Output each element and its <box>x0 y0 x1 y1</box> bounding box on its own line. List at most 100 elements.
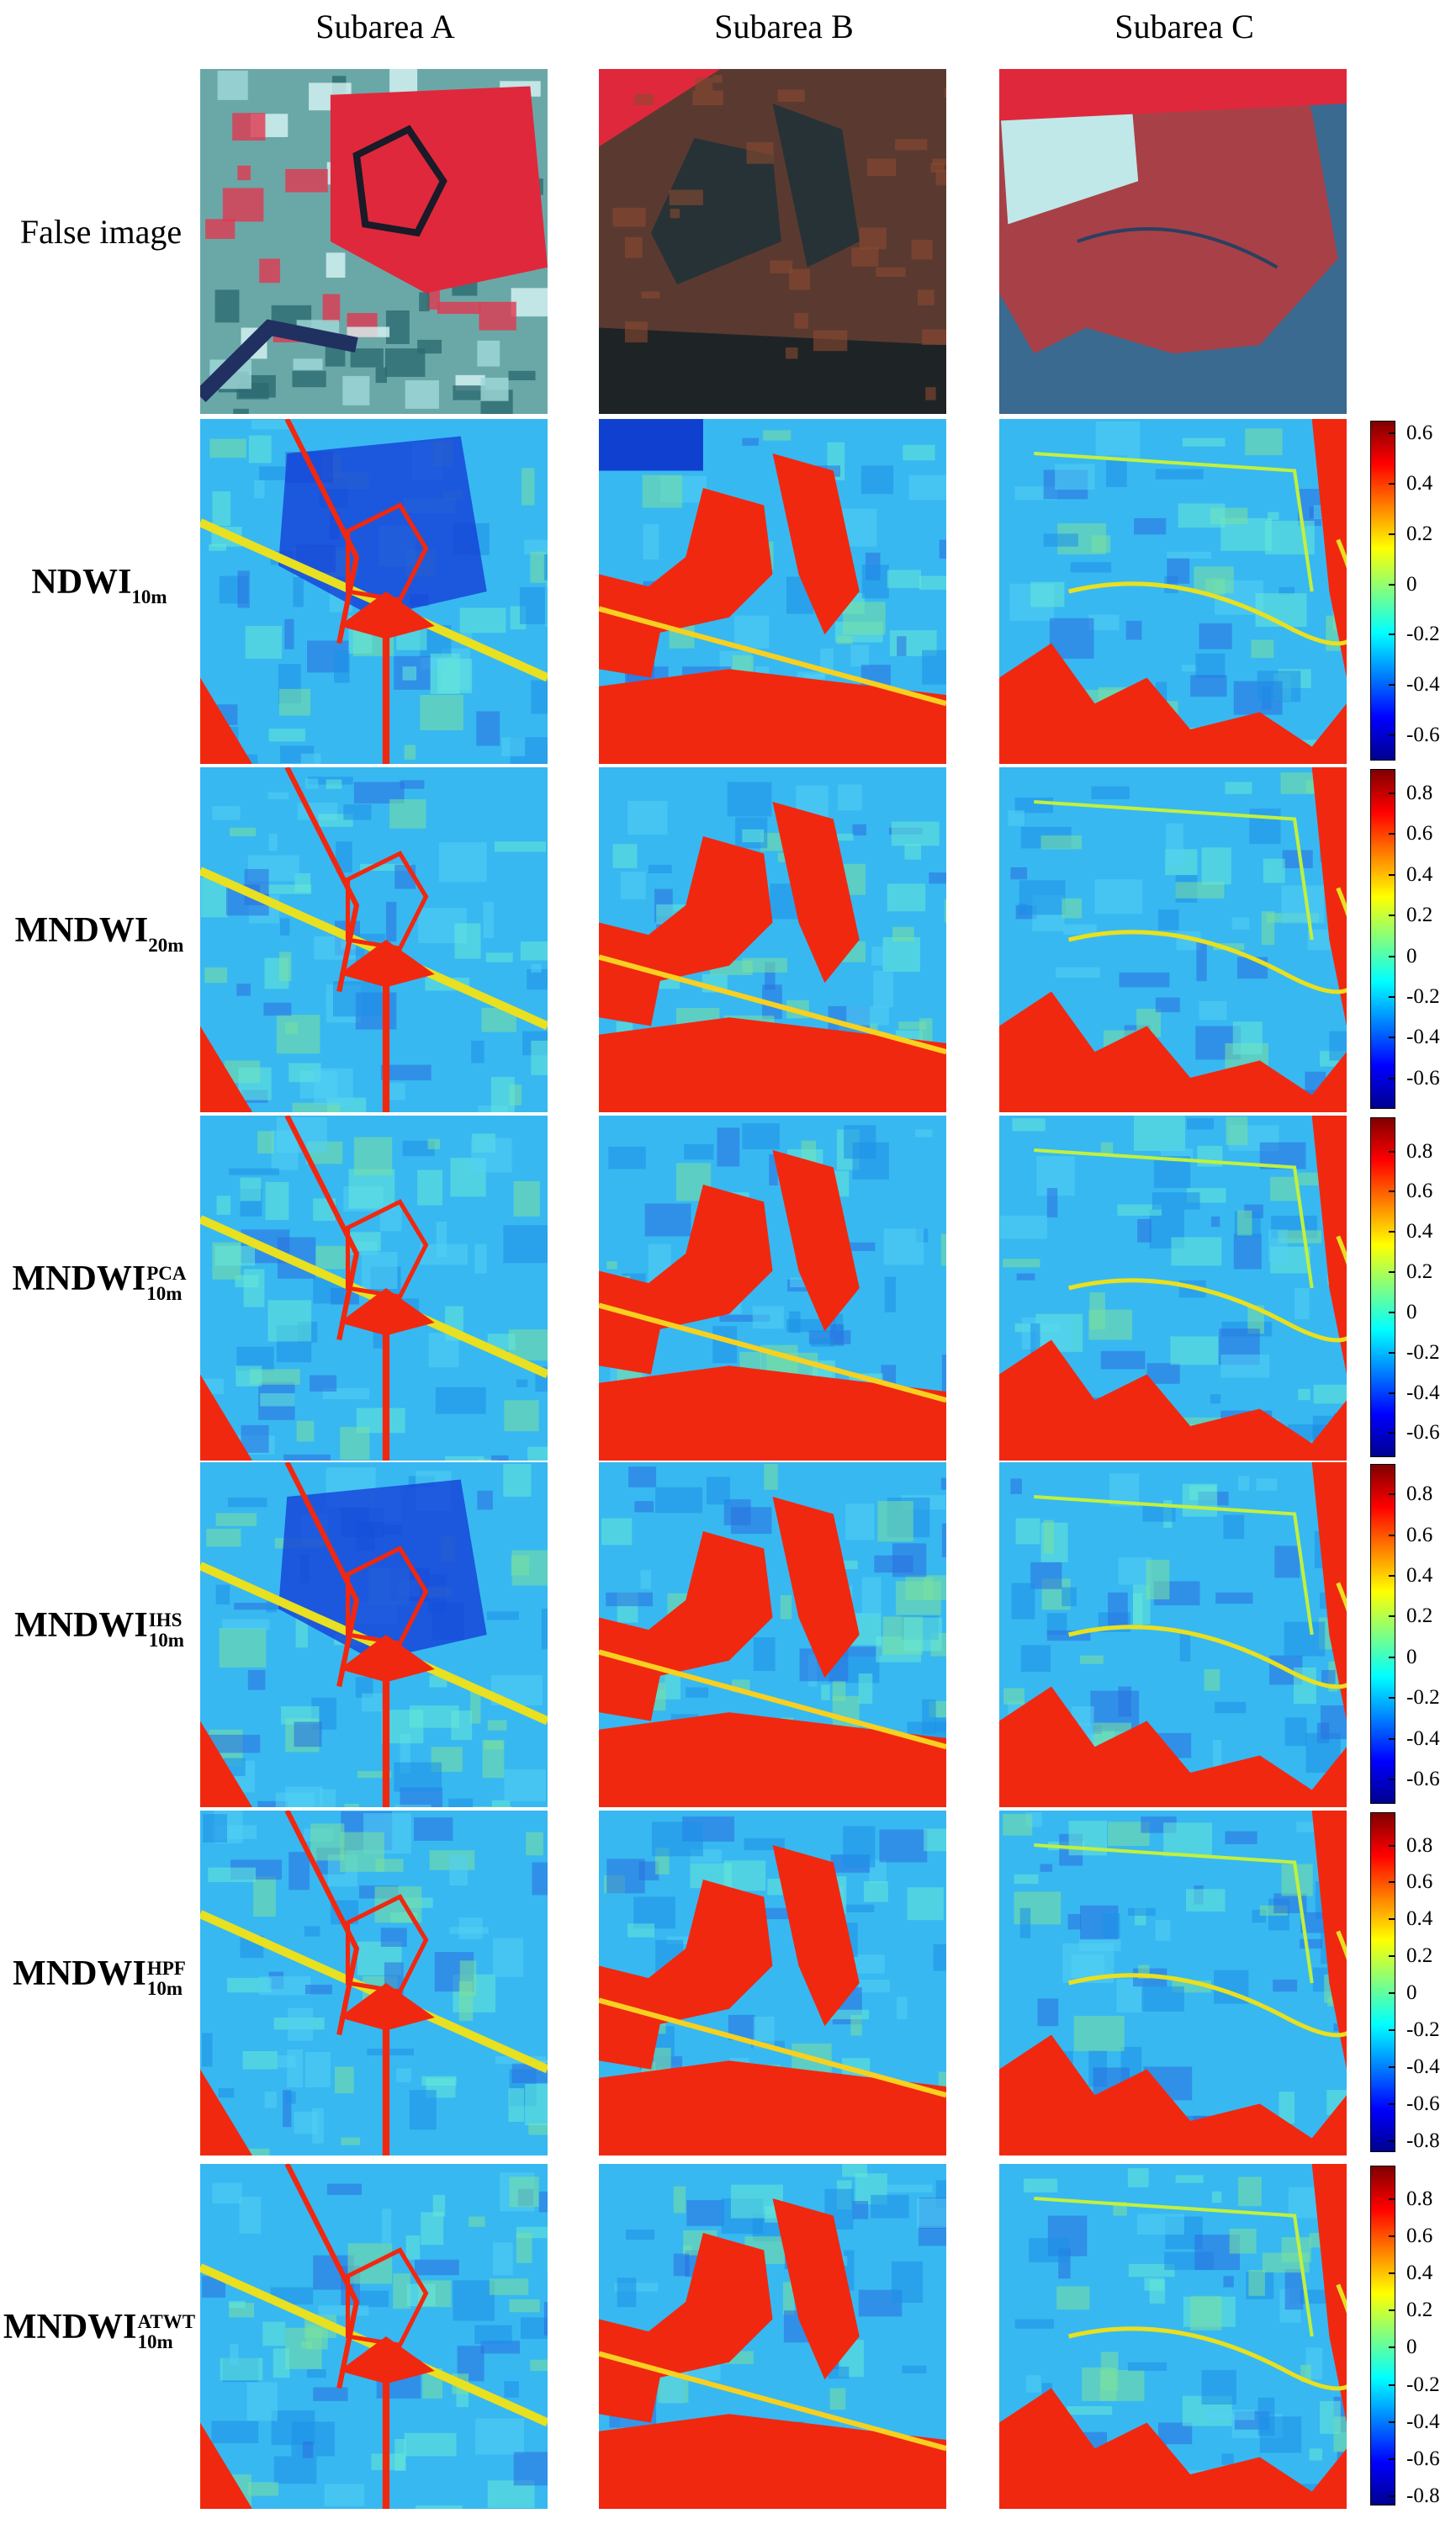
colorbar-tick-label: -0.2 <box>1406 623 1440 646</box>
panel-image <box>999 419 1347 764</box>
colorbar-tick-label: 0 <box>1406 2336 1417 2359</box>
colorbar-mndwi-20m <box>1370 769 1395 1109</box>
panel-image <box>599 767 946 1112</box>
colorbar-tick-mark <box>1389 1844 1395 1847</box>
colorbar-tick-label: 0.6 <box>1406 1870 1433 1894</box>
colorbar-tick-label: 0.2 <box>1406 904 1433 927</box>
panel-image <box>200 419 548 764</box>
row-label-text: False image <box>19 213 183 251</box>
panel-mndwi-atwt-subarea-c <box>999 2164 1347 2509</box>
panel-image <box>999 2164 1347 2509</box>
colorbar-tick-mark <box>1389 2383 1395 2386</box>
panel-image <box>599 1811 946 2155</box>
colorbar-tick-label: 0 <box>1406 1300 1417 1323</box>
colorbar-tick-label: -0.4 <box>1406 673 1440 697</box>
row-label-mndwi-pca: MNDWI PCA 10m <box>0 1258 199 1304</box>
colorbar-tick-mark <box>1389 2029 1395 2032</box>
row-label-text: NDWI <box>31 563 132 602</box>
colorbar-tick-label: 0.2 <box>1406 1604 1433 1628</box>
colorbar-tick-mark <box>1389 873 1395 876</box>
panel-mndwi-atwt-subarea-b <box>599 2164 946 2509</box>
colorbar-tick-mark <box>1389 1311 1395 1313</box>
colorbar-tick-mark <box>1389 1077 1395 1079</box>
panel-false-image-subarea-c <box>999 69 1347 414</box>
colorbar-tick-mark <box>1389 955 1395 957</box>
row-label-superscript: HPF <box>146 1958 186 1979</box>
panel-mndwi-hpf-subarea-b <box>599 1811 946 2155</box>
colorbar-tick-label: -0.6 <box>1406 1066 1440 1090</box>
panel-image <box>200 1116 548 1461</box>
colorbar-tick-mark <box>1389 1271 1395 1274</box>
panel-image <box>599 1462 946 1807</box>
row-label-text: MNDWI <box>14 1606 148 1645</box>
colorbar-tick-label: 0.2 <box>1406 1944 1433 1968</box>
colorbar-tick-label: -0.6 <box>1406 2447 1440 2470</box>
panel-image <box>200 1811 548 2155</box>
panel-ndwi-10m-subarea-c <box>999 419 1347 764</box>
panel-mndwi-hpf-subarea-a <box>200 1811 548 2155</box>
panel-image <box>599 1116 946 1461</box>
colorbar-tick-mark <box>1389 533 1395 535</box>
colorbar-tick-mark <box>1389 1656 1395 1658</box>
colorbar-tick-mark <box>1389 684 1395 687</box>
colorbar-tick-mark <box>1389 2495 1395 2497</box>
panel-mndwi-pca-subarea-a <box>200 1116 548 1461</box>
colorbar-tick-mark <box>1389 2309 1395 2312</box>
colorbar-tick-label: -0.4 <box>1406 1381 1440 1404</box>
colorbar-tick-mark <box>1389 2102 1395 2105</box>
colorbar-tick-label: 0 <box>1406 1981 1417 2005</box>
panel-image <box>599 419 946 764</box>
row-label-false-image: False image <box>2 211 200 253</box>
colorbar-tick-mark <box>1389 432 1395 434</box>
colorbar-tick-mark <box>1389 1534 1395 1536</box>
panel-image <box>999 767 1347 1112</box>
colorbar-tick-label: -0.2 <box>1406 2018 1440 2042</box>
colorbar-tick-label: -0.6 <box>1406 1767 1440 1790</box>
colorbar-tick-label: 0.2 <box>1406 1260 1433 1284</box>
panel-image <box>999 69 1347 414</box>
colorbar-mndwi-pca <box>1370 1117 1395 1457</box>
colorbar-tick-mark <box>1389 1778 1395 1780</box>
colorbar-tick-mark <box>1389 833 1395 835</box>
panel-mndwi-pca-subarea-b <box>599 1116 946 1461</box>
colorbar-tick-mark <box>1389 1992 1395 1995</box>
colorbar-tick-mark <box>1389 2235 1395 2237</box>
colorbar-tick-mark <box>1389 1615 1395 1618</box>
colorbar-tick-label: 0.4 <box>1406 471 1433 495</box>
row-label-subscript: 10m <box>148 1630 184 1651</box>
panel-mndwi-20m-subarea-a <box>200 767 548 1112</box>
panel-ndwi-10m-subarea-a <box>200 419 548 764</box>
colorbar-tick-mark <box>1389 1493 1395 1496</box>
colorbar-tick-label: -0.2 <box>1406 2373 1440 2396</box>
colorbar-tick-label: 0.2 <box>1406 522 1433 545</box>
panel-image <box>200 1462 548 1807</box>
colorbar-mndwi-hpf <box>1370 1812 1395 2152</box>
colorbar-tick-mark <box>1389 634 1395 636</box>
colorbar-tick-label: 0.2 <box>1406 2299 1433 2322</box>
colorbar-tick-label: 0.4 <box>1406 1220 1433 1243</box>
row-label-mndwi-atwt: MNDWI ATWT 10m <box>0 2306 199 2352</box>
colorbar-tick-label: 0.4 <box>1406 1564 1433 1588</box>
colorbar-tick-mark <box>1389 915 1395 917</box>
colorbar-tick-label: 0 <box>1406 572 1417 596</box>
row-label-subscript: 10m <box>137 2331 173 2352</box>
panel-image <box>999 1462 1347 1807</box>
colorbar-tick-label: -0.4 <box>1406 2410 1440 2433</box>
colorbar-tick-label: -0.6 <box>1406 724 1440 747</box>
colorbar-mndwi-atwt <box>1370 2166 1395 2505</box>
colorbar-tick-mark <box>1389 1150 1395 1153</box>
colorbar-tick-mark <box>1389 2421 1395 2423</box>
row-label-subscript: 20m <box>148 935 184 956</box>
colorbar-tick-mark <box>1389 2066 1395 2068</box>
panel-mndwi-ihs-subarea-a <box>200 1462 548 1807</box>
row-label-subscript: 10m <box>146 1978 183 1999</box>
colorbar-ndwi-10m <box>1370 421 1395 761</box>
colorbar-tick-label: -0.4 <box>1406 1026 1440 1049</box>
panel-image <box>200 2164 548 2509</box>
row-label-text: MNDWI <box>12 1259 146 1298</box>
panel-image <box>999 1116 1347 1461</box>
colorbar-tick-label: 0.6 <box>1406 1523 1433 1546</box>
panel-mndwi-atwt-subarea-a <box>200 2164 548 2509</box>
row-label-superscript: IHS <box>148 1609 183 1631</box>
colorbar-tick-label: -0.2 <box>1406 984 1440 1008</box>
